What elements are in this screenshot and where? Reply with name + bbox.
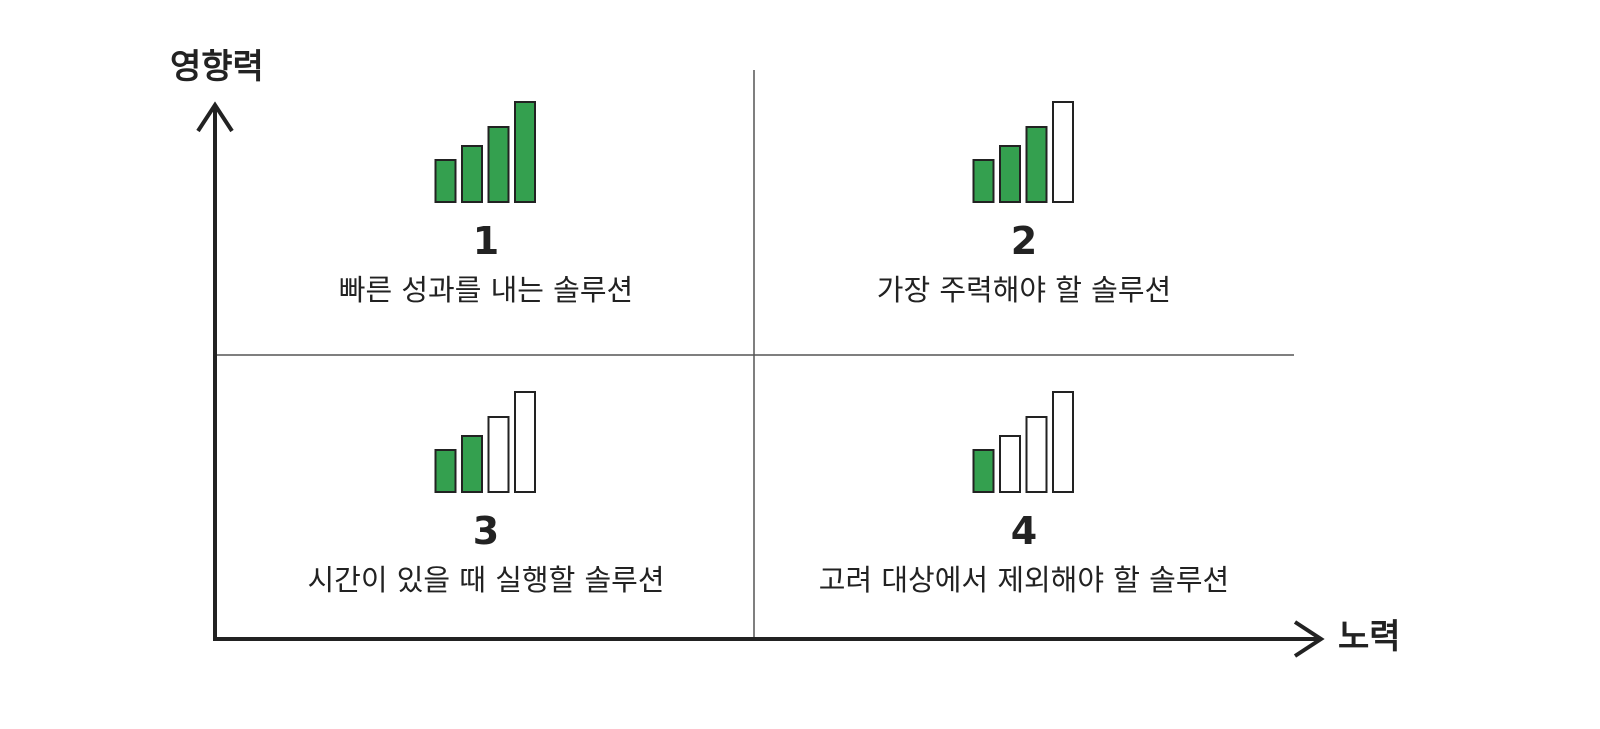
filled-bar bbox=[972, 449, 995, 493]
filled-bar bbox=[461, 435, 483, 493]
empty-bar bbox=[1025, 416, 1048, 493]
filled-bar bbox=[514, 101, 536, 203]
signal-bars-icon bbox=[972, 391, 1074, 493]
quadrant-label: 가장 주력해야 할 솔루션 bbox=[876, 273, 1172, 307]
filled-bar bbox=[999, 145, 1021, 203]
filled-bar bbox=[461, 145, 483, 203]
filled-bar bbox=[487, 126, 510, 203]
empty-bar bbox=[514, 391, 536, 493]
quadrant-number: 2 bbox=[1010, 219, 1038, 263]
quadrant-label: 빠른 성과를 내는 솔루션 bbox=[338, 273, 634, 307]
empty-bar bbox=[999, 435, 1021, 493]
signal-bars-icon bbox=[434, 391, 536, 493]
quadrant-number: 1 bbox=[472, 219, 500, 263]
filled-bar bbox=[434, 449, 457, 493]
quadrant-quick-wins: 1 빠른 성과를 내는 솔루션 bbox=[216, 100, 756, 305]
x-axis-arrowhead bbox=[1293, 620, 1325, 658]
x-axis-label: 노력 bbox=[1338, 617, 1401, 657]
quadrant-label: 고려 대상에서 제외해야 할 솔루션 bbox=[818, 563, 1230, 597]
quadrant-label: 시간이 있을 때 실행할 솔루션 bbox=[307, 563, 665, 597]
quadrant-thankless-tasks: 4 고려 대상에서 제외해야 할 솔루션 bbox=[754, 390, 1294, 595]
quadrant-number: 3 bbox=[472, 509, 500, 553]
signal-bars-icon bbox=[434, 101, 536, 203]
signal-bars-icon bbox=[972, 101, 1074, 203]
quadrant-major-projects: 2 가장 주력해야 할 솔루션 bbox=[754, 100, 1294, 305]
filled-bar bbox=[972, 159, 995, 203]
quadrant-number: 4 bbox=[1010, 509, 1038, 553]
y-axis-arrowhead bbox=[196, 101, 234, 133]
empty-bar bbox=[1052, 391, 1074, 493]
y-axis-label: 영향력 bbox=[170, 47, 264, 87]
empty-bar bbox=[1052, 101, 1074, 203]
filled-bar bbox=[434, 159, 457, 203]
empty-bar bbox=[487, 416, 510, 493]
filled-bar bbox=[1025, 126, 1048, 203]
quadrant-fill-ins: 3 시간이 있을 때 실행할 솔루션 bbox=[216, 390, 756, 595]
